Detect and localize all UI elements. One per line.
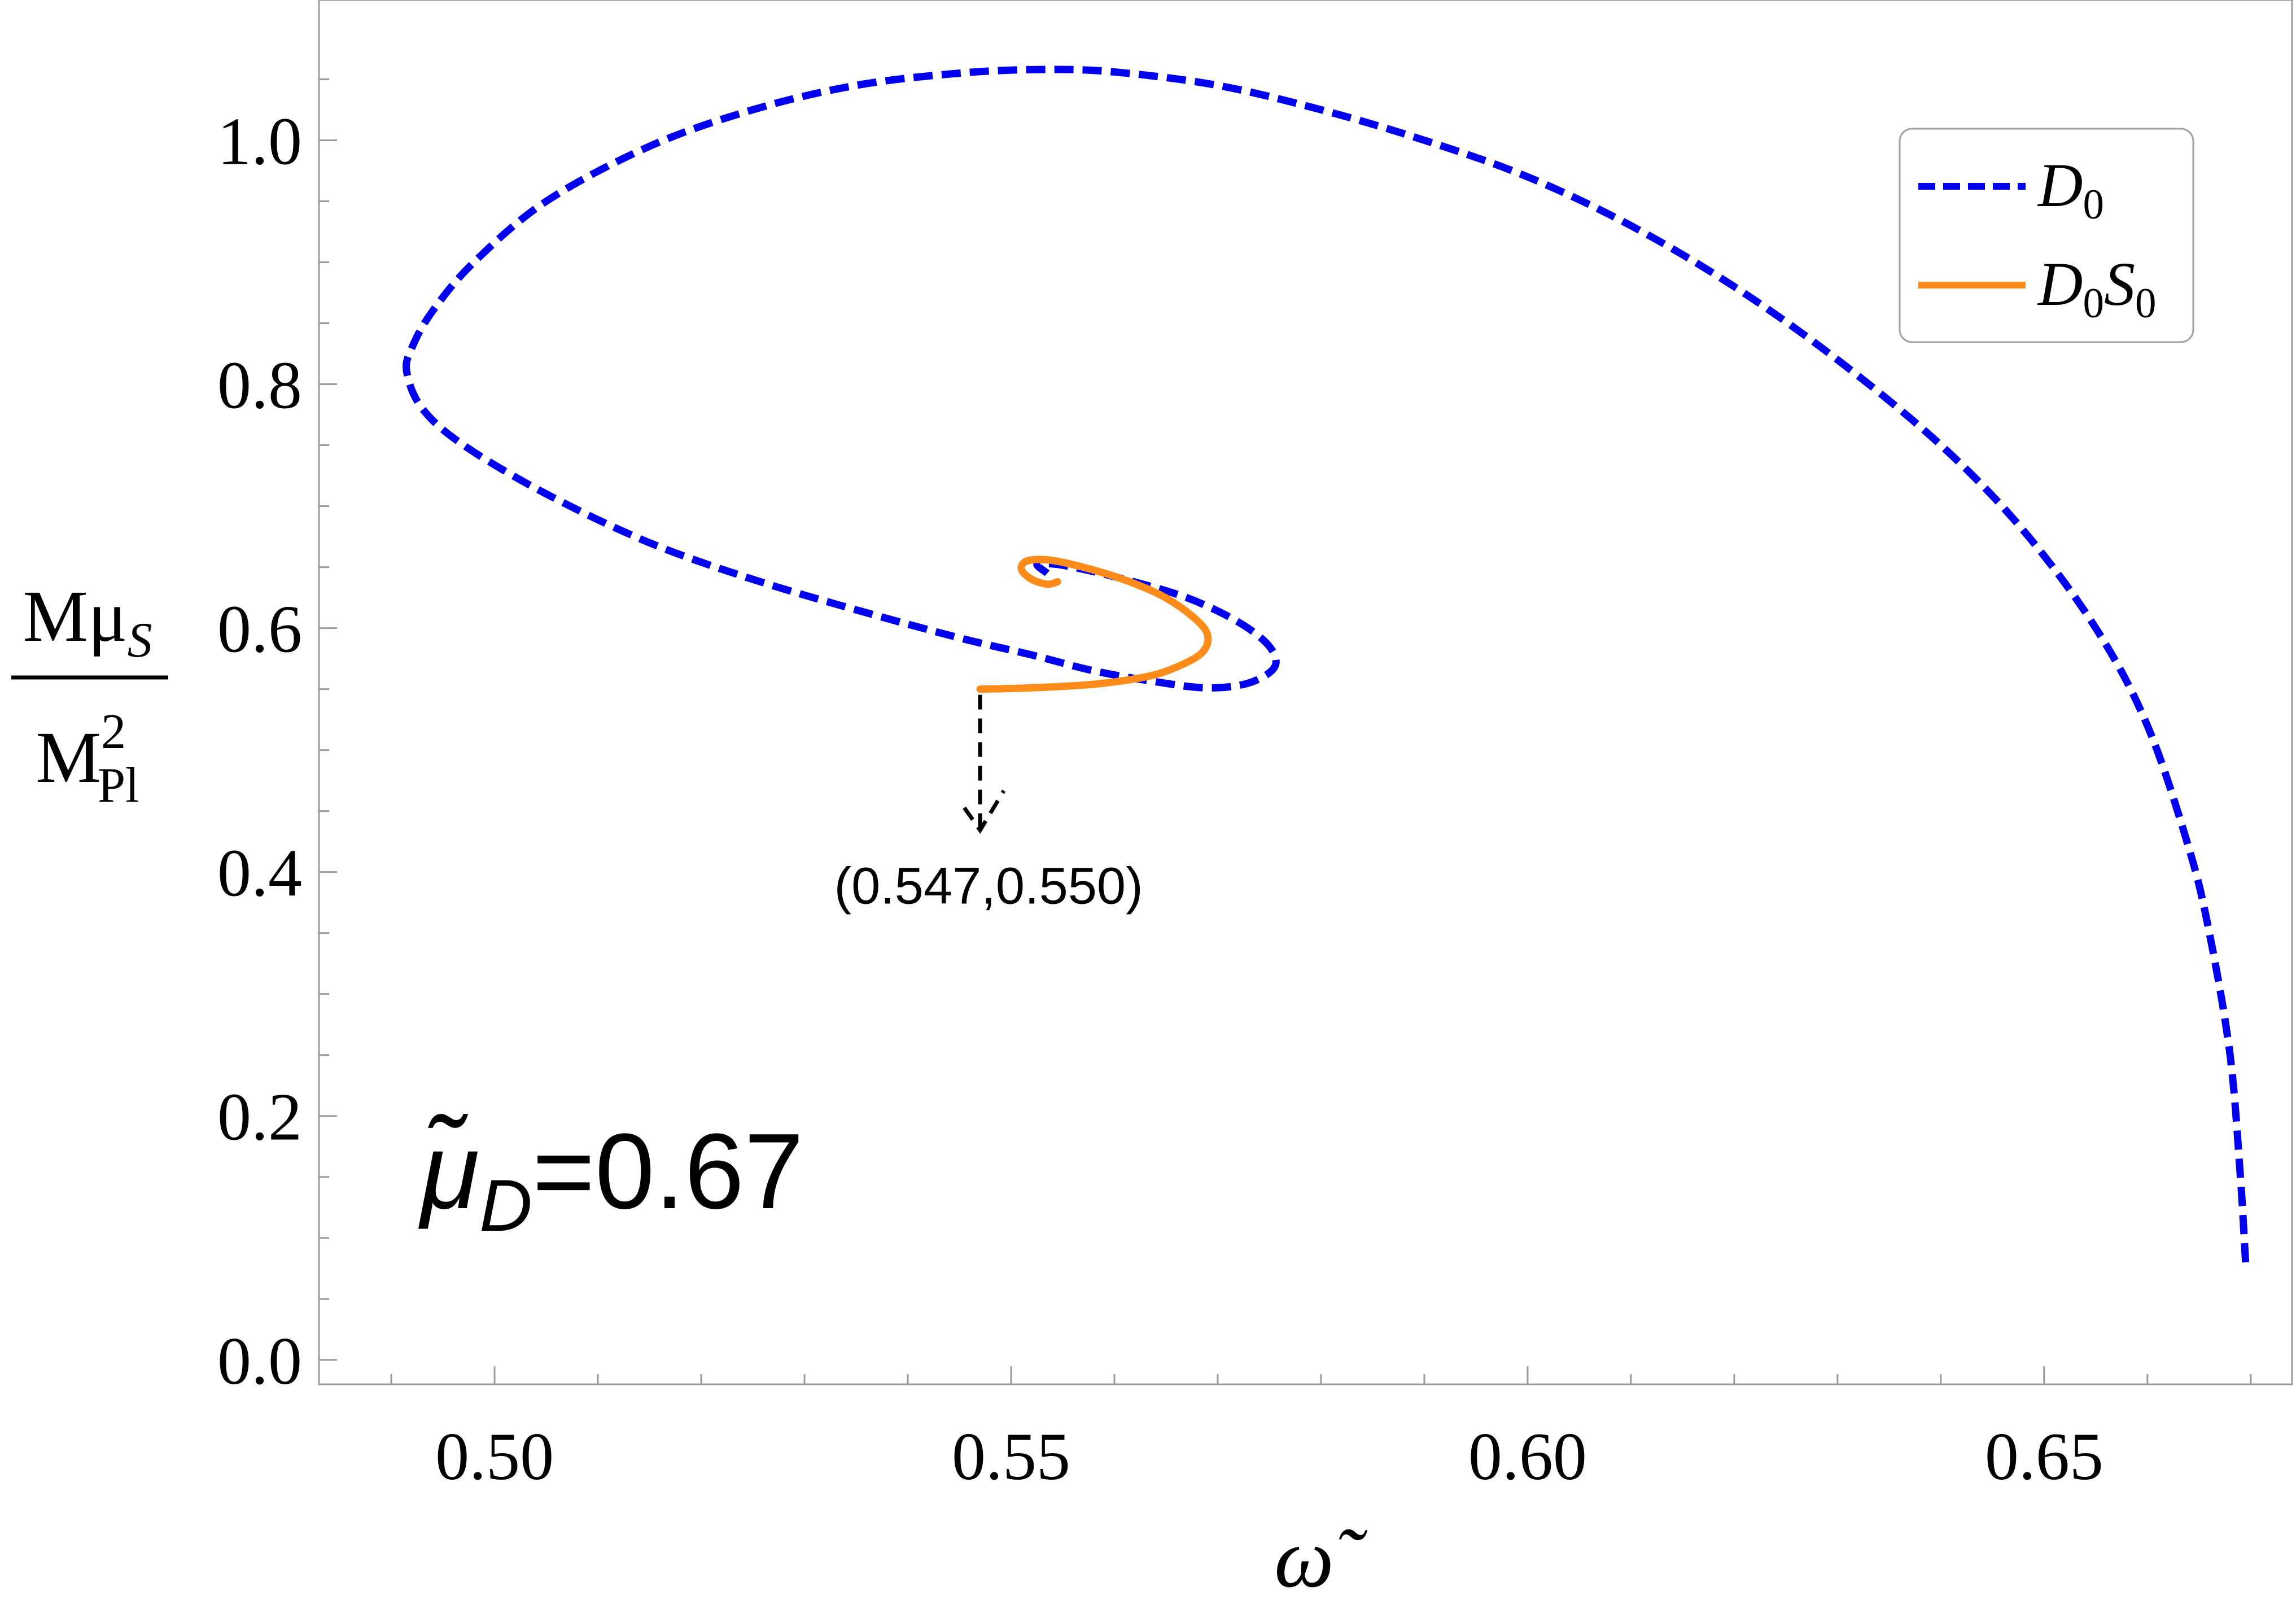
y-tick-label: 1.0	[217, 103, 302, 178]
y-tick-label: 0.6	[217, 592, 302, 667]
y-tick-label: 0.2	[217, 1079, 302, 1155]
x-tick-label: 0.60	[1468, 1419, 1587, 1494]
x-tick-label: 0.55	[952, 1419, 1070, 1494]
y-denominator-sub: Pl	[98, 758, 139, 813]
y-numerator-main: Mμ	[23, 576, 127, 657]
y-axis-title: MμS M2 Pl	[11, 576, 168, 813]
annotation-arrowhead	[963, 789, 1006, 834]
parameter-subscript: D	[479, 1164, 532, 1247]
series-layer	[403, 65, 2250, 1263]
legend-d0s0-main2: S	[2104, 250, 2135, 318]
y-axis: 0.0 0.2 0.4 0.6 0.8 1.0	[217, 78, 337, 1398]
x-tick-label: 0.50	[435, 1419, 554, 1494]
x-tick-label: 0.65	[1985, 1419, 2103, 1494]
x-axis: 0.50 0.55 0.60 0.65	[390, 1366, 2252, 1494]
legend-label-d0: D0	[2037, 151, 2104, 228]
y-numerator-sub: S	[128, 613, 152, 668]
y-denominator-main: M	[36, 717, 102, 798]
y-tick-label: 0.4	[217, 836, 302, 911]
legend-d0s0-main: D	[2037, 250, 2083, 318]
point-annotation: (0.547,0.550)	[834, 694, 1143, 915]
annotation-point-label: (0.547,0.550)	[834, 858, 1143, 915]
legend-label-d0s0: D0S0	[2037, 250, 2156, 327]
y-tick-label: 0.8	[217, 348, 302, 423]
parameter-label: μ̃D=0.67	[418, 1112, 804, 1247]
legend-box	[1899, 128, 2194, 343]
x-axis-title: ω̃	[1274, 1511, 1368, 1605]
legend: D0 D0S0	[1899, 128, 2194, 343]
parameter-value: =0.67	[532, 1112, 804, 1231]
y-axis-title-denominator: M2 Pl	[36, 705, 139, 813]
series-line-d0s0	[976, 556, 1212, 693]
y-axis-title-numerator: MμS	[23, 576, 152, 668]
y-tick-label: 0.0	[217, 1323, 302, 1398]
legend-d0s0-sub: 0	[2083, 280, 2104, 327]
y-denominator-sup: 2	[101, 705, 126, 759]
legend-d0s0-sub2: 0	[2135, 280, 2157, 327]
parameter-symbol: μ̃	[418, 1112, 479, 1231]
legend-d0-main: D	[2037, 151, 2083, 220]
plot-frame	[318, 0, 2293, 1385]
series-line-d0	[403, 65, 2250, 1263]
legend-d0-sub: 0	[2083, 181, 2104, 228]
